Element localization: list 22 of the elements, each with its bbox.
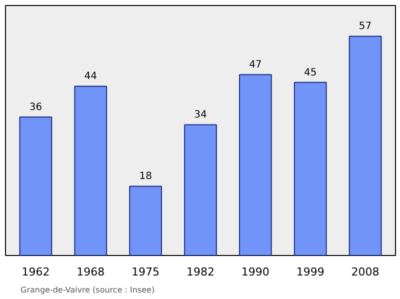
data-label: 34 — [194, 110, 207, 121]
x-tick-label: 1990 — [241, 266, 270, 278]
x-tick-label: 1999 — [296, 266, 324, 278]
bar — [348, 36, 382, 256]
data-label: 44 — [84, 71, 98, 82]
data-label: 18 — [139, 171, 152, 182]
data-label: 47 — [249, 60, 262, 71]
text: Grange-de-Vaivre (source : Insee) — [20, 286, 155, 294]
data-label: 45 — [304, 67, 317, 78]
bar — [294, 82, 327, 256]
data-label: 36 — [29, 102, 42, 113]
bar — [74, 86, 108, 256]
bar — [239, 74, 272, 256]
bar — [129, 186, 162, 256]
data-label: 57 — [358, 21, 372, 32]
bar — [19, 116, 52, 256]
bar — [184, 124, 217, 256]
x-tick-label: 1975 — [132, 266, 160, 278]
x-tick-label: 1982 — [186, 266, 215, 278]
x-tick-label: 2008 — [351, 266, 380, 278]
x-tick-label: 1962 — [22, 266, 50, 278]
x-tick-label: 1968 — [76, 266, 105, 278]
